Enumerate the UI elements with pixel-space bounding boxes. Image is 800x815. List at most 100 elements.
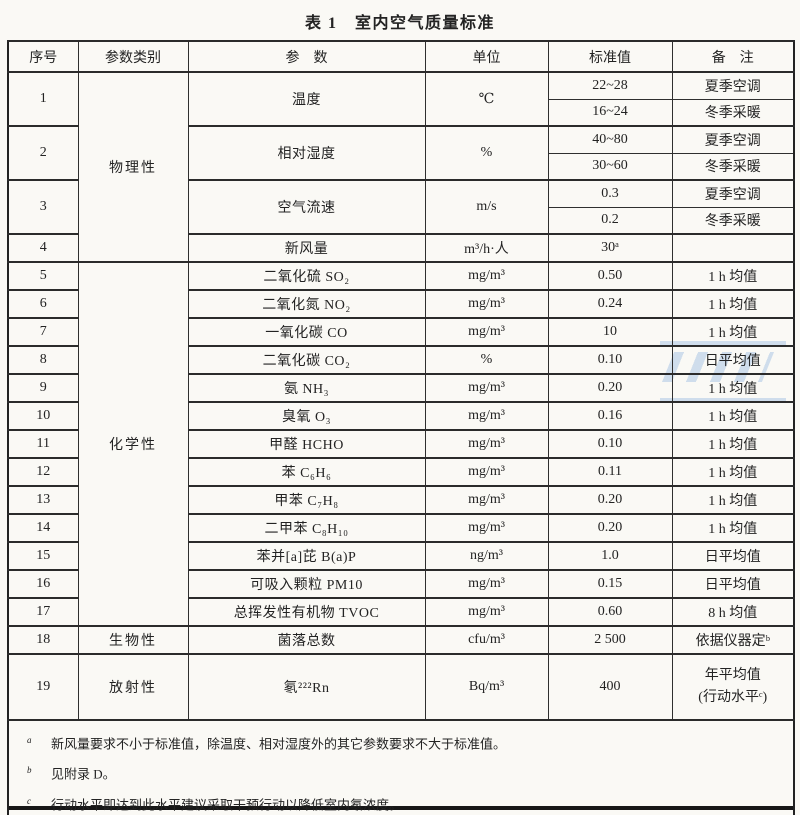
cell-no: 15: [7, 541, 79, 571]
cell-no: 9: [7, 373, 79, 403]
remark-line-1: 年平均值: [704, 668, 761, 683]
header-category: 参数类别: [77, 40, 189, 73]
cell-value: 0.16: [547, 401, 673, 431]
cell-remark: 冬季采暖: [671, 206, 795, 235]
table-row: 13 甲苯 C₇H₈ mg/m³ 0.20 1 h 均值: [7, 485, 795, 515]
cell-value: 0.60: [547, 597, 673, 627]
cell-remark: 1 h 均值: [671, 429, 795, 459]
cell-value: 0.11: [547, 457, 673, 487]
cell-param: 新风量: [187, 233, 426, 263]
cell-value: 1.0: [547, 541, 673, 571]
table-row: 16~24 冬季采暖: [8, 98, 795, 127]
table-row: 14 二甲苯 C₈H₁₀ mg/m³ 0.20 1 h 均值: [7, 513, 795, 543]
cell-unit: %: [424, 345, 549, 375]
cell-param: 温度: [187, 71, 426, 127]
page-title: 表 1 室内空气质量标准: [304, 15, 495, 32]
remark-line-2: (行动水平ᶜ): [698, 690, 768, 705]
cell-no: 6: [7, 289, 79, 319]
table-row: 4 新风量 m³/h·人 30ᵃ: [7, 233, 795, 263]
cell-param: 甲醛 HCHO: [187, 429, 426, 459]
header-no: 序号: [7, 40, 79, 73]
cell-no: 4: [7, 233, 79, 263]
table-row: 7 一氧化碳 CO mg/m³ 10 1 h 均值: [7, 317, 795, 347]
cell-remark: 依据仪器定ᵇ: [671, 625, 795, 655]
footnote-marker-a: a: [27, 735, 32, 745]
cell-no: 10: [7, 401, 79, 431]
cell-remark: 1 h 均值: [671, 289, 795, 319]
cell-param: 氡²²²Rn: [187, 653, 426, 721]
cell-remark: 1 h 均值: [671, 401, 795, 431]
table-row: 5 化学性 二氧化硫 SO₂ mg/m³ 0.50 1 h 均值: [7, 261, 795, 627]
cell-no: 19: [7, 653, 79, 721]
cell-remark: 日平均值: [671, 345, 795, 375]
cell-unit: mg/m³: [424, 289, 549, 319]
cell-unit: ℃: [424, 71, 549, 127]
cell-remark: 1 h 均值: [671, 457, 795, 487]
cell-no: 8: [7, 345, 79, 375]
cell-no: 3: [7, 179, 79, 235]
cell-param: 可吸入颗粒 PM10: [187, 569, 426, 599]
cell-no: 1: [7, 71, 79, 127]
cell-value: 0.20: [547, 485, 673, 515]
cell-param: 苯 C₆H₆: [187, 457, 426, 487]
cell-param: 空气流速: [187, 179, 426, 235]
cell-no: 5: [7, 261, 79, 291]
cell-value: 0.20: [547, 513, 673, 543]
cell-unit: ng/m³: [424, 541, 549, 571]
cell-category-radioactive: 放射性: [77, 653, 189, 721]
cell-param: 相对湿度: [187, 125, 426, 181]
cell-no: 17: [7, 597, 79, 627]
cell-remark: 日平均值: [671, 541, 795, 571]
cell-remark: 夏季空调: [671, 179, 795, 208]
cell-no: 18: [7, 625, 79, 655]
cell-param: 菌落总数: [187, 625, 426, 655]
cell-unit: m³/h·人: [424, 233, 549, 263]
header-parameter: 参 数: [187, 40, 426, 73]
footnote-text-a: 新风量要求不小于标准值，除温度、相对湿度外的其它参数要求不大于标准值。: [51, 736, 507, 752]
cell-value: 0.10: [547, 345, 673, 375]
cell-value: 22~28: [547, 71, 673, 100]
cell-value: 40~80: [547, 125, 673, 154]
cell-value: 16~24: [547, 98, 673, 127]
cell-param: 二氧化硫 SO₂: [187, 261, 426, 291]
cell-value: 400: [547, 653, 673, 721]
cell-remark: 1 h 均值: [671, 261, 795, 291]
footnote-c: c 行动水平即达到此水平建议采取干预行动以降低室内氡浓度。: [27, 788, 785, 815]
footnote-a: a 新风量要求不小于标准值，除温度、相对湿度外的其它参数要求不大于标准值。: [27, 727, 785, 757]
table-row: 3 空气流速 m/s 0.3 夏季空调: [7, 179, 795, 235]
cell-remark: 日平均值: [671, 569, 795, 599]
footnote-text-c: 行动水平即达到此水平建议采取干预行动以降低室内氡浓度。: [51, 796, 403, 812]
footnote-b: b 见附录 D。: [27, 757, 785, 787]
cell-value: 0.24: [547, 289, 673, 319]
cell-remark: 夏季空调: [671, 71, 795, 100]
cell-param: 一氧化碳 CO: [187, 317, 426, 347]
cell-remark: 1 h 均值: [671, 373, 795, 403]
cell-no: 14: [7, 513, 79, 543]
cell-remark: 冬季采暖: [671, 152, 795, 181]
cell-unit: Bq/m³: [424, 653, 549, 721]
header-remark: 备 注: [671, 40, 795, 73]
cell-param: 总挥发性有机物 TVOC: [187, 597, 426, 627]
cell-unit: %: [424, 125, 549, 181]
table-row: 9 氨 NH₃ mg/m³ 0.20 1 h 均值: [7, 373, 795, 403]
cell-param: 臭氧 O₃: [187, 401, 426, 431]
cell-value: 0.2: [547, 206, 673, 235]
cell-value: 30ᵃ: [547, 233, 673, 263]
cell-unit: mg/m³: [424, 429, 549, 459]
cell-value: 10: [547, 317, 673, 347]
cell-unit: mg/m³: [424, 513, 549, 543]
cell-category-physical: 物理性: [77, 71, 189, 263]
cell-value: 30~60: [547, 152, 673, 181]
cell-no: 13: [7, 485, 79, 515]
cell-unit: mg/m³: [424, 457, 549, 487]
footnote-marker-b: b: [27, 765, 32, 776]
cell-remark: 1 h 均值: [671, 317, 795, 347]
footnote-marker-c: c: [27, 795, 31, 806]
table-row: 6 二氧化氮 NO₂ mg/m³ 0.24 1 h 均值: [7, 289, 795, 319]
cell-remark: 1 h 均值: [671, 513, 795, 543]
cell-value: 0.20: [547, 373, 673, 403]
cell-no: 11: [7, 429, 79, 459]
cell-unit: m/s: [424, 179, 549, 235]
cell-no: 12: [7, 457, 79, 487]
cell-no: 7: [7, 317, 79, 347]
